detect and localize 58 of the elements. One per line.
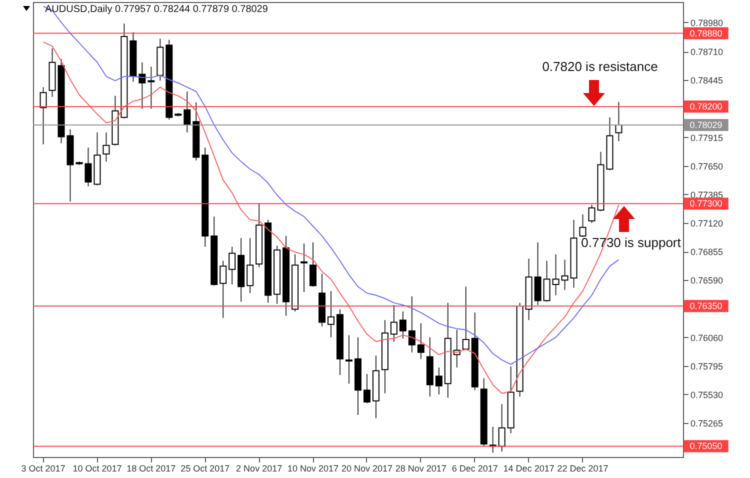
candlestick xyxy=(552,254,560,296)
candlestick xyxy=(184,90,191,133)
y-tick-label: 0.78980 xyxy=(690,18,724,28)
candlestick xyxy=(84,147,92,187)
y-tick-label: 0.75530 xyxy=(690,390,724,400)
candlestick xyxy=(220,260,227,318)
candlestick xyxy=(435,367,442,395)
y-tick-label: 0.76060 xyxy=(690,332,724,343)
candlestick xyxy=(408,296,416,353)
candlestick xyxy=(148,66,155,110)
candlestick xyxy=(310,242,317,288)
x-tick-label: 20 Nov 2017 xyxy=(341,464,392,474)
candlestick xyxy=(390,304,398,342)
candlestick xyxy=(102,132,110,162)
candlestick xyxy=(579,214,586,238)
y-tick-label: 0.75265 xyxy=(690,418,724,429)
ref-line-label: 0.75050 xyxy=(690,441,722,452)
candlestick xyxy=(462,286,470,351)
x-tick-label: 28 Nov 2017 xyxy=(395,464,446,474)
y-tick-label: 0.76855 xyxy=(690,247,724,258)
x-tick-label: 22 Dec 2017 xyxy=(557,464,608,474)
x-tick-label: 2 Nov 2017 xyxy=(236,464,282,474)
y-tick-label: 0.77385 xyxy=(690,190,724,200)
x-tick-label: 18 Oct 2017 xyxy=(126,464,176,474)
candlestick xyxy=(399,310,406,339)
candlestick xyxy=(328,290,334,338)
y-tick-label: 0.77650 xyxy=(690,161,724,172)
candlestick xyxy=(417,322,424,360)
candlestick xyxy=(615,101,622,142)
candlestick xyxy=(300,243,308,293)
candlestick xyxy=(40,86,47,145)
ref-line-label: 0.78880 xyxy=(690,28,722,38)
candlestick xyxy=(498,404,506,452)
x-tick-label: 14 Dec 2017 xyxy=(503,464,554,474)
candlestick xyxy=(543,260,550,302)
candlestick xyxy=(228,246,236,285)
y-tick-label: 0.78445 xyxy=(690,76,724,86)
ref-line-label: 0.76350 xyxy=(690,301,722,312)
x-tick-label: 6 Dec 2017 xyxy=(452,464,498,474)
candlestick xyxy=(561,259,568,290)
candlestick xyxy=(534,242,542,306)
ref-line-label: 0.78200 xyxy=(690,102,722,112)
y-tick-label: 0.75795 xyxy=(690,361,724,372)
candlestick xyxy=(363,373,370,404)
ref-line-label: 0.78029 xyxy=(690,120,722,130)
x-tick-label: 10 Nov 2017 xyxy=(287,464,339,474)
x-tick-label: 3 Oct 2017 xyxy=(21,464,66,474)
y-tick-label: 0.77915 xyxy=(690,132,724,143)
x-tick-label: 10 Oct 2017 xyxy=(72,464,122,474)
y-tick-label: 0.76590 xyxy=(690,276,724,286)
y-tick-label: 0.77120 xyxy=(690,218,724,229)
candlestick xyxy=(345,334,352,384)
annotation: 0.7820 is resistance xyxy=(542,59,658,74)
candlestick xyxy=(246,238,254,294)
candlestick xyxy=(138,62,146,110)
y-tick-label: 0.78710 xyxy=(690,47,724,58)
x-tick-label: 25 Oct 2017 xyxy=(180,464,230,474)
ref-line-label: 0.77300 xyxy=(690,198,722,209)
